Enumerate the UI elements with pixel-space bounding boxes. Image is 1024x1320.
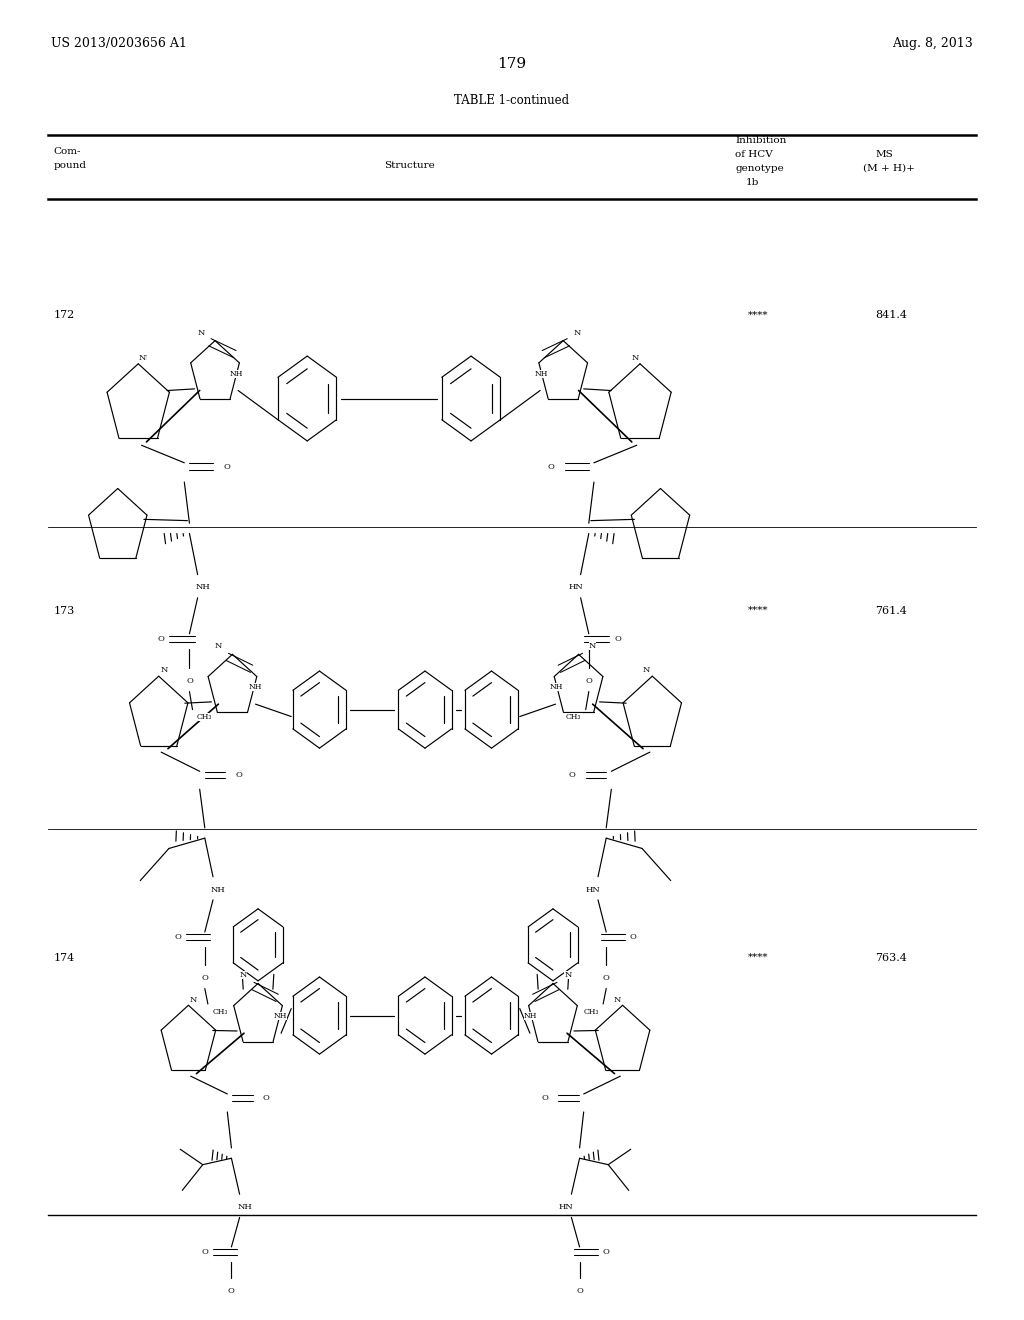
Text: Aug. 8, 2013: Aug. 8, 2013: [892, 37, 973, 50]
Text: O: O: [224, 462, 230, 471]
Text: N: N: [198, 329, 205, 337]
Text: O: O: [228, 1287, 234, 1295]
Text: HN: HN: [568, 583, 583, 591]
Text: of HCV: of HCV: [735, 149, 773, 158]
Text: NH: NH: [238, 1203, 252, 1210]
Text: O: O: [630, 933, 636, 941]
Text: O: O: [186, 677, 193, 685]
Text: CH₃: CH₃: [565, 713, 582, 721]
Text: O: O: [586, 677, 592, 685]
Text: O: O: [202, 1249, 208, 1257]
Text: HN: HN: [559, 1203, 573, 1210]
Text: NH: NH: [196, 583, 210, 591]
Text: N: N: [632, 354, 639, 362]
Text: 173: 173: [53, 606, 75, 615]
Text: N: N: [189, 995, 198, 1005]
Text: N: N: [240, 972, 247, 979]
Text: 841.4: 841.4: [876, 310, 907, 319]
Text: O: O: [603, 974, 609, 982]
Text: N: N: [589, 643, 596, 651]
Text: N: N: [139, 354, 146, 362]
Text: US 2013/0203656 A1: US 2013/0203656 A1: [51, 37, 187, 50]
Text: Structure: Structure: [384, 161, 435, 170]
Text: O: O: [263, 1094, 269, 1102]
Text: O: O: [548, 462, 554, 471]
Text: O: O: [236, 771, 242, 779]
Text: N: N: [215, 643, 222, 651]
Text: N: N: [161, 667, 168, 675]
Text: pound: pound: [53, 161, 86, 170]
Text: TABLE 1-continued: TABLE 1-continued: [455, 94, 569, 107]
Text: N: N: [613, 995, 622, 1005]
Text: MS: MS: [876, 149, 893, 158]
Text: NH: NH: [273, 1012, 288, 1020]
Text: N: N: [138, 354, 145, 362]
Text: O: O: [569, 771, 575, 779]
Text: 763.4: 763.4: [876, 953, 907, 962]
Text: O: O: [158, 635, 164, 643]
Text: Inhibition: Inhibition: [735, 136, 786, 145]
Text: 761.4: 761.4: [876, 606, 907, 615]
Text: NH: NH: [248, 684, 262, 692]
Text: NH: NH: [549, 684, 563, 692]
Text: N: N: [643, 667, 650, 675]
Text: NH: NH: [523, 1012, 538, 1020]
Text: CH₃: CH₃: [197, 713, 213, 721]
Text: O: O: [577, 1287, 583, 1295]
Text: NH: NH: [230, 371, 244, 379]
Text: CH₃: CH₃: [212, 1007, 228, 1015]
Text: 179: 179: [498, 57, 526, 71]
Text: ****: ****: [748, 310, 768, 319]
Text: ****: ****: [748, 953, 768, 962]
Text: genotype: genotype: [735, 164, 784, 173]
Text: NH: NH: [535, 371, 548, 379]
Text: N: N: [564, 972, 571, 979]
Text: O: O: [603, 1249, 609, 1257]
Text: ****: ****: [748, 606, 768, 615]
Text: 174: 174: [53, 953, 75, 962]
Text: CH₃: CH₃: [583, 1007, 599, 1015]
Text: 1b: 1b: [745, 178, 759, 187]
Text: NH: NH: [211, 886, 225, 894]
Text: O: O: [202, 974, 208, 982]
Text: O: O: [614, 635, 621, 643]
Text: O: O: [175, 933, 181, 941]
Text: (M + H)+: (M + H)+: [863, 164, 915, 173]
Text: Com-: Com-: [53, 148, 81, 156]
Text: 172: 172: [53, 310, 75, 319]
Text: O: O: [542, 1094, 548, 1102]
Text: HN: HN: [586, 886, 600, 894]
Text: N: N: [573, 329, 581, 337]
